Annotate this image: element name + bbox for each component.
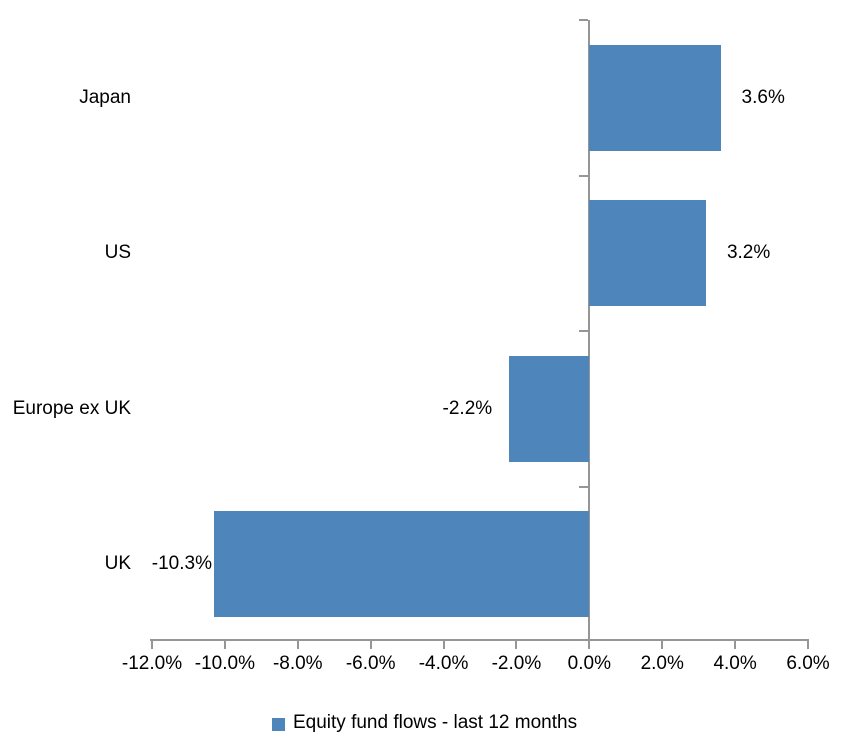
- x-axis-tick: [151, 641, 153, 649]
- bar-uk: [213, 511, 590, 618]
- category-label: Europe ex UK: [12, 397, 131, 419]
- x-axis-tick: [223, 641, 226, 649]
- legend: Equity fund flows - last 12 months: [272, 711, 577, 735]
- x-axis-tick-label: 6.0%: [786, 653, 830, 674]
- x-axis-tick-label: -8.0%: [272, 653, 323, 674]
- x-axis-tick: [807, 641, 809, 649]
- x-axis-line: [150, 639, 809, 641]
- x-axis-tick-label: -2.0%: [491, 653, 542, 674]
- x-axis-tick: [296, 641, 299, 649]
- category-axis-tick: [579, 485, 589, 488]
- legend-label: Equity fund flows - last 12 months: [293, 712, 578, 733]
- x-axis-tick-label: -10.0%: [194, 653, 255, 674]
- x-axis-tick: [588, 641, 591, 649]
- bar-japan: [589, 44, 721, 151]
- x-axis-tick-label: -6.0%: [345, 653, 396, 674]
- legend-swatch-icon: [272, 717, 285, 731]
- x-axis-tick-label: -12.0%: [121, 653, 183, 674]
- data-label: -10.3%: [151, 553, 212, 575]
- x-axis-tick: [734, 641, 737, 649]
- x-axis-tick-label: 4.0%: [713, 653, 757, 674]
- bar-us: [589, 200, 706, 307]
- category-axis-tick: [579, 19, 589, 21]
- x-axis-tick-label: 0.0%: [567, 653, 611, 674]
- category-label: Japan: [79, 86, 131, 108]
- x-axis-tick: [661, 641, 664, 649]
- x-axis-tick: [369, 641, 372, 649]
- x-axis-tick-label: -4.0%: [418, 653, 469, 674]
- category-axis-tick: [579, 174, 589, 177]
- x-axis-tick: [442, 641, 445, 649]
- category-label: US: [104, 242, 131, 264]
- data-label: 3.6%: [741, 86, 785, 108]
- category-axis-line: [588, 20, 591, 649]
- category-axis-tick: [579, 330, 589, 332]
- data-label: -2.2%: [442, 397, 493, 419]
- category-label: UK: [104, 553, 131, 575]
- x-axis-tick: [515, 641, 518, 649]
- x-axis-tick-label: 2.0%: [640, 653, 684, 674]
- bar-europe-ex-uk: [509, 355, 590, 462]
- data-label: 3.2%: [726, 242, 771, 264]
